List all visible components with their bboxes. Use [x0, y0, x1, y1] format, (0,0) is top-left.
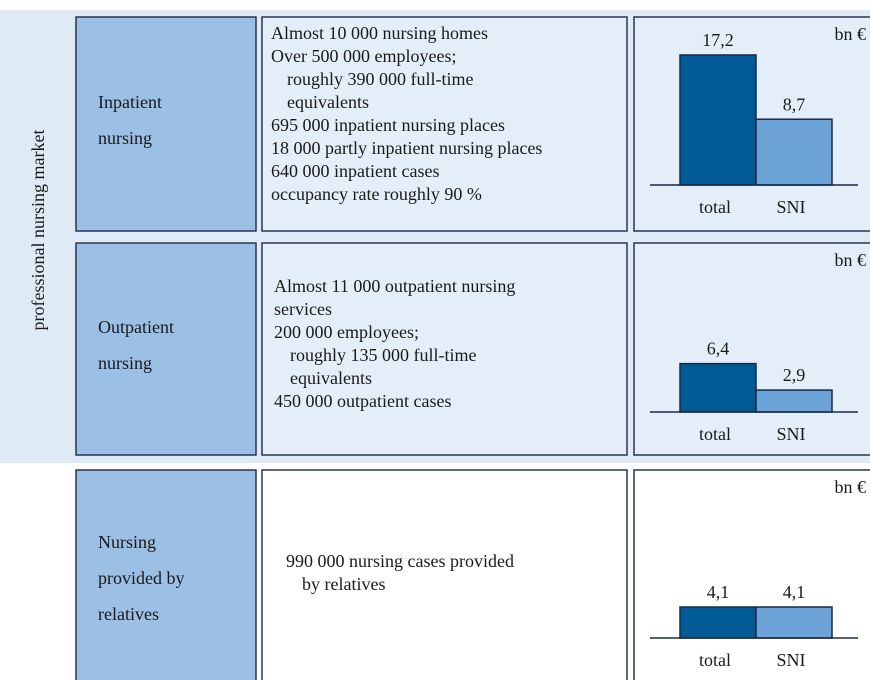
row-label-box [75, 469, 257, 680]
row-label: Outpatient [98, 317, 174, 337]
category-label: SNI [776, 424, 805, 444]
row-label: nursing [98, 353, 152, 373]
row-text-line: 450 000 outpatient cases [274, 391, 451, 411]
row-text-line: 640 000 inpatient cases [271, 161, 439, 181]
value-label: 4,1 [707, 582, 730, 602]
row-text-line: Over 500 000 employees; [271, 46, 456, 66]
row-label: relatives [98, 604, 159, 624]
value-label: 2,9 [783, 365, 806, 385]
category-label: total [699, 650, 731, 670]
row-text-box [261, 469, 628, 680]
bar [755, 118, 833, 186]
bar [755, 389, 833, 413]
row-text-line: roughly 135 000 full-time [290, 345, 476, 365]
chart-box [633, 242, 870, 456]
value-label: 4,1 [783, 582, 806, 602]
unit-label: bn € [835, 250, 867, 270]
side-label: professional nursing market [28, 130, 48, 331]
category-label: total [699, 197, 731, 217]
row-text-line: Almost 11 000 outpatient nursing [274, 276, 515, 296]
row-text-line: 990 000 nursing cases provided [286, 551, 514, 571]
bar [679, 362, 757, 413]
value-label: 8,7 [783, 94, 806, 114]
row-label-box [75, 16, 257, 232]
row-text-box [261, 242, 628, 456]
value-label: 6,4 [707, 339, 730, 359]
row-label: provided by [98, 568, 184, 588]
row-text-line: services [274, 299, 332, 319]
row-label: Inpatient [98, 92, 162, 112]
category-label: total [699, 424, 731, 444]
value-label: 17,2 [702, 30, 734, 50]
unit-label: bn € [835, 477, 867, 497]
row-text-line: 18 000 partly inpatient nursing places [271, 138, 542, 158]
row-text-line: roughly 390 000 full-time [287, 69, 473, 89]
category-label: SNI [776, 650, 805, 670]
row-text-box [261, 16, 628, 232]
row-label: Nursing [98, 532, 156, 552]
row-text-line: 200 000 employees; [274, 322, 419, 342]
bar [679, 54, 757, 186]
row-text-line: equivalents [290, 368, 372, 388]
category-label: SNI [776, 197, 805, 217]
row-text-line: by relatives [302, 574, 385, 594]
row-text-line: 695 000 inpatient nursing places [271, 115, 505, 135]
bar [679, 606, 757, 639]
row-label-box [75, 242, 257, 456]
row-label: nursing [98, 128, 152, 148]
row-text-line: occupancy rate roughly 90 % [271, 184, 482, 204]
unit-label: bn € [835, 24, 867, 44]
chart-box [633, 469, 870, 680]
row-text-line: Almost 10 000 nursing homes [271, 23, 488, 43]
row-text-line: equivalents [287, 92, 369, 112]
bar [755, 606, 833, 639]
